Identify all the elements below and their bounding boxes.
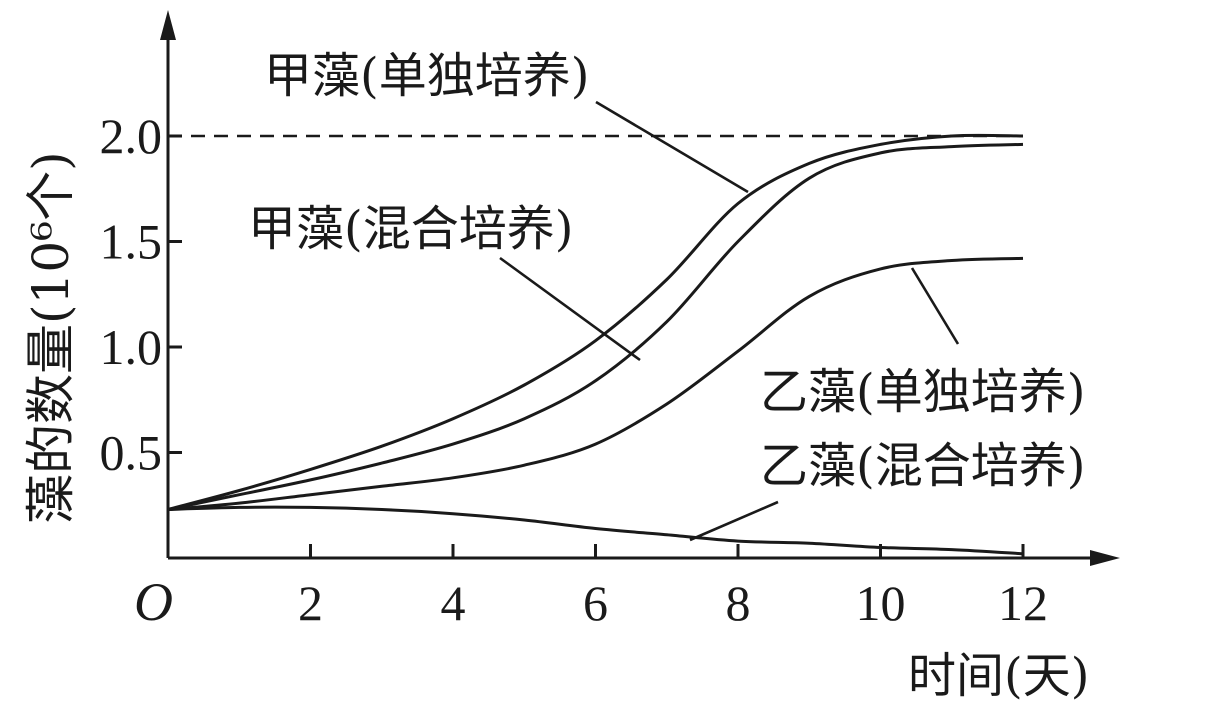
y-tick-label: 1.5 [100,214,163,270]
y-tick-label: 0.5 [100,425,163,481]
x-tick-label: 4 [441,575,466,631]
leader-yi-mixed [689,500,779,542]
x-tick-label: 12 [998,575,1048,631]
label-yi-mixed: 乙藻(混合培养) [760,438,1085,494]
series-curves [167,133,1024,556]
leader-jia-mixed [499,256,641,362]
x-axis-title: 时间(天) [908,648,1089,704]
series-curve-yi-alone [167,256,1024,511]
x-tick-label: 6 [583,575,608,631]
x-tick-label: 2 [298,575,323,631]
y-tick-label: 1.0 [100,319,163,375]
x-tick-label: 10 [856,575,906,631]
series-curve-yi-mixed [167,505,1024,556]
y-tick-label: 2.0 [100,108,163,164]
origin-label: O [134,572,173,632]
leader-jia-alone [595,100,749,194]
label-yi-alone: 乙藻(单独培养) [760,364,1085,420]
label-jia-alone: 甲藻(单独培养) [264,48,589,104]
axis-ticks [168,134,1025,558]
x-tick-label: 8 [726,575,751,631]
series-curve-jia-alone [167,133,1024,511]
series-curve-jia-mixed [167,142,1024,511]
label-jia-mixed: 甲藻(混合培养) [248,201,573,257]
x-axis-arrow [1090,550,1120,566]
y-axis-arrow [160,10,176,40]
tick-labels: 2 4 6 8 10 12 0.5 1.0 1.5 2.0 [100,108,1049,631]
leader-yi-alone [910,267,960,345]
y-axis-title: 藻的数量(10⁶个) [22,151,80,524]
